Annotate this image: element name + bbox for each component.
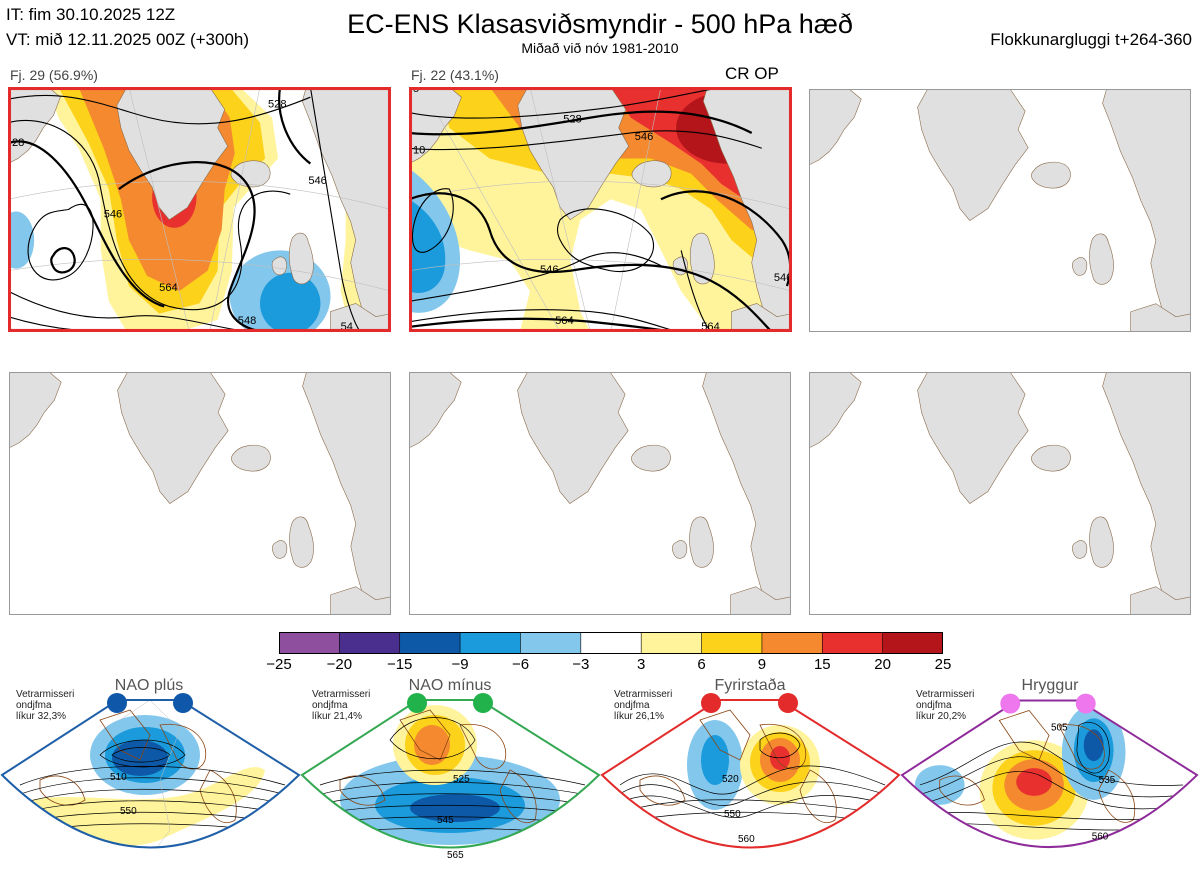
contour-label: 510 <box>110 772 127 783</box>
colorbar-tick-label: 25 <box>934 656 952 673</box>
regime-note-nao-minus: Vetrarmisseri ondjfma líkur 21,4% <box>312 689 371 722</box>
colorbar-cell <box>640 632 703 654</box>
regime-note-ridge: Vetrarmisseri ondjfma líkur 20,2% <box>916 689 975 722</box>
colorbar-tick-label: 9 <box>757 656 767 673</box>
colorbar-tick-label: −3 <box>572 656 590 673</box>
contour-label: 564 <box>555 315 573 327</box>
colorbar-tick-label: 15 <box>813 656 831 673</box>
contour-label: 564 <box>701 321 719 332</box>
contour-label: 564 <box>159 282 177 294</box>
regime-note-nao-plus: Vetrarmisseri ondjfma líkur 32,3% <box>16 689 75 722</box>
regime-map-blocking: 520 550 560 <box>600 693 901 849</box>
regime-title-blocking: Fyrirstaða <box>714 677 786 694</box>
contour-label: 5 <box>413 87 419 95</box>
regime-title-nao-plus: NAO plús <box>114 677 184 694</box>
colorbar-cell <box>761 632 824 654</box>
regime-note-blocking: Vetrarmisseri ondjfma líkur 26,1% <box>614 689 673 722</box>
colorbar-tick-label: −25 <box>266 656 292 673</box>
operational-run-marker: CR OP <box>725 64 779 83</box>
colorbar-cell <box>821 632 884 654</box>
cluster-map-5 <box>409 372 791 615</box>
colorbar-cell <box>279 632 341 654</box>
colorbar-cell <box>580 632 642 654</box>
colorbar-cell <box>701 632 763 654</box>
contour-label: 28 <box>12 137 24 149</box>
anomaly-colorbar <box>279 632 943 654</box>
regime-title-nao-minus: NAO mínus <box>408 677 492 694</box>
regime-title-ridge: Hryggur <box>1021 677 1079 694</box>
contour-label: 550 <box>120 806 137 817</box>
cluster-map-2: 528 546 546 564 564 546 10 5 <box>409 87 792 332</box>
colorbar-tick-label: 6 <box>697 656 706 673</box>
contour-label: 546 <box>774 272 792 284</box>
initial-time: IT: fim 30.10.2025 12Z <box>6 5 176 24</box>
contour-label: 546 <box>308 175 326 187</box>
contour-label: 565 <box>447 850 464 861</box>
colorbar-cell <box>339 632 401 654</box>
contour-label: 528 <box>563 114 581 126</box>
colorbar-cell <box>399 632 461 654</box>
page-title: EC-ENS Klasasviðsmyndir - 500 hPa hæð <box>347 9 853 39</box>
colorbar-tick-label: 3 <box>637 656 646 673</box>
cluster-2-label: Fj. 22 (43.1%) <box>411 67 499 83</box>
colorbar-tick-label: −20 <box>326 656 353 673</box>
regime-map-ridge: 505 535 560 <box>900 693 1199 849</box>
regime-map-nao-plus: 510 550 <box>0 693 301 849</box>
cluster-map-1: 528 546 546 564 548 54 28 <box>8 87 391 332</box>
colorbar-cell <box>459 632 522 654</box>
contour-label: 548 <box>238 315 256 327</box>
cluster-map-6 <box>809 372 1191 615</box>
contour-label: 505 <box>1051 722 1068 733</box>
contour-label: 560 <box>1092 832 1109 843</box>
colorbar-tick-label: 20 <box>874 656 891 673</box>
contour-label: 54 <box>341 321 353 332</box>
contour-label: 546 <box>540 264 558 276</box>
climatology-subtitle: Miðað við nóv 1981-2010 <box>521 40 679 56</box>
contour-label: 546 <box>104 209 122 221</box>
colorbar-cell <box>882 632 943 654</box>
colorbar-cell <box>520 632 582 654</box>
contour-label: 10 <box>413 144 425 156</box>
contour-label: 545 <box>437 815 454 826</box>
regime-map-nao-minus: 525 545 565 <box>300 693 601 861</box>
contour-label: 528 <box>268 98 286 110</box>
contour-label: 560 <box>738 834 755 845</box>
valid-time: VT: mið 12.11.2025 00Z (+300h) <box>6 30 250 49</box>
colorbar-tick-label: −15 <box>386 656 413 673</box>
classification-window: Flokkunargluggi t+264-360 <box>990 30 1192 49</box>
colorbar-tick-label: −9 <box>451 656 469 673</box>
contour-label: 525 <box>453 774 470 785</box>
contour-label: 520 <box>722 774 739 785</box>
contour-label: 535 <box>1099 775 1116 786</box>
cluster-map-4 <box>9 372 391 615</box>
contour-label: 550 <box>724 809 741 820</box>
cluster-map-3 <box>809 89 1191 332</box>
colorbar-tick-label: −6 <box>511 656 530 673</box>
contour-label: 546 <box>635 131 653 143</box>
cluster-1-label: Fj. 29 (56.9%) <box>10 67 98 83</box>
